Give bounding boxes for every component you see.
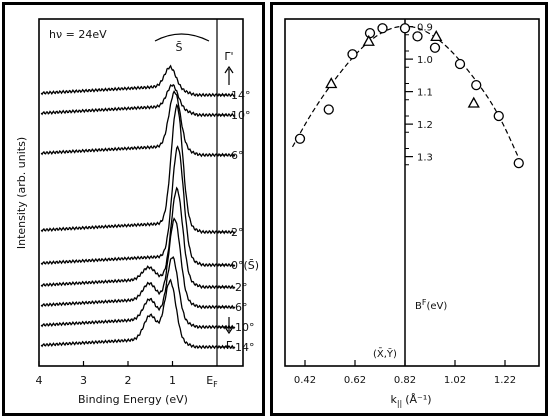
x-tick-label: 0.82 [394, 375, 416, 386]
spectrum-label: 0°(S̄) [231, 259, 259, 272]
spectrum-line [40, 278, 236, 350]
circle-marker [429, 42, 441, 53]
symmetry-point-label: S̄ [176, 41, 183, 54]
y-tick-label: 1.3 [417, 153, 433, 164]
circle-marker [294, 133, 306, 144]
y-axis-title: BF(eV) [415, 298, 447, 312]
spectrum-label: 10° [231, 109, 251, 122]
spectrum-label: -2° [231, 281, 247, 294]
spectrum-line [40, 186, 236, 290]
fermi-level-label: EF [206, 374, 218, 389]
spectrum-line [40, 255, 236, 330]
x-axis-title: k|| (Å⁻¹) [390, 393, 431, 408]
up-arrow-icon [224, 65, 234, 85]
x-axis-ticks: 4 3 2 1 [36, 361, 176, 387]
circle-marker [323, 104, 334, 115]
triangle-marker [467, 96, 480, 108]
x-axis-title: Binding Energy (eV) [78, 393, 188, 406]
x-tick-label: 3 [80, 374, 87, 387]
spectrum-label: 6° [231, 149, 244, 162]
bottom-direction-label: Γ̄ [226, 339, 233, 352]
edc-spectra-chart: hν = 24eV S̄ Γ̄' Γ̄ 14° 10° 6° 2° 0°(S̄) -2° -… [15, 18, 259, 406]
x-tick-label: 1 [169, 374, 176, 387]
triangle-marker [430, 30, 443, 42]
triangle-marker [325, 77, 338, 89]
spectrum-label: 2° [231, 226, 244, 239]
x-tick-label: 1.22 [494, 375, 516, 386]
axes-ticks: 0.220.420.620.821.021.221.420.91.01.11.2… [294, 23, 545, 386]
y-axis-title: Intensity (arb. units) [15, 137, 28, 249]
spectrum-label: -10° [231, 321, 254, 334]
x-tick-label: 4 [36, 374, 43, 387]
circle-marker [454, 58, 466, 70]
spectrum-line [40, 83, 236, 118]
triangle-marker [362, 34, 375, 46]
x-tick-label: 1.02 [444, 375, 466, 386]
x-tick-label: 2 [125, 374, 132, 387]
direction-label: Γ̄' [224, 50, 233, 63]
y-tick-label: 0.9 [417, 23, 433, 34]
spectrum-label: -14° [231, 341, 254, 354]
fit-curve [291, 25, 524, 167]
dispersion-chart: 0.220.420.620.821.021.221.420.91.01.11.2… [284, 18, 545, 408]
y-tick-label: 1.1 [417, 88, 433, 99]
photon-energy-label: hν = 24eV [49, 28, 107, 41]
plot-frame [38, 18, 244, 367]
spectrum-line [40, 145, 236, 268]
spectrum-label: 14° [231, 89, 251, 102]
spectrum-line [40, 64, 236, 98]
x-tick-label: 0.42 [294, 375, 316, 386]
x-tick-label: 1.42 [544, 375, 545, 386]
fermi-surface-arc [154, 33, 210, 42]
circle-marker [364, 27, 376, 39]
spectrum-line [40, 217, 236, 310]
circle-marker [513, 157, 524, 169]
left-chart-panel: hν = 24eV S̄ Γ̄' Γ̄ 14° 10° 6° 2° 0°(S̄) -2° -… [2, 2, 265, 416]
markers-group [294, 23, 524, 169]
circle-marker [399, 23, 411, 34]
circle-marker [471, 79, 482, 91]
circle-marker [493, 110, 504, 122]
spectrum-line [40, 89, 236, 158]
spectrum-label: -6° [231, 301, 247, 314]
y-tick-label: 1.2 [417, 120, 433, 131]
spectrum-line [40, 103, 236, 235]
spectra-group: 14° 10° 6° 2° 0°(S̄) -2° -6° -10° -14° [40, 19, 259, 366]
point-label: (X̄,Ȳ) [373, 347, 397, 360]
right-chart-panel: 0.220.420.620.821.021.221.420.91.01.11.2… [270, 2, 548, 416]
down-arrow-icon [224, 317, 234, 335]
circle-marker [412, 31, 423, 42]
circle-marker [347, 49, 358, 60]
x-tick-label: 0.62 [344, 375, 366, 386]
plot-frame [284, 18, 540, 367]
circle-marker [377, 23, 388, 34]
y-tick-label: 1.0 [417, 55, 433, 66]
